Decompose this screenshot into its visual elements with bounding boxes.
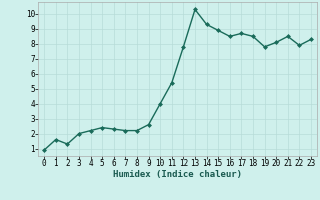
- X-axis label: Humidex (Indice chaleur): Humidex (Indice chaleur): [113, 170, 242, 179]
